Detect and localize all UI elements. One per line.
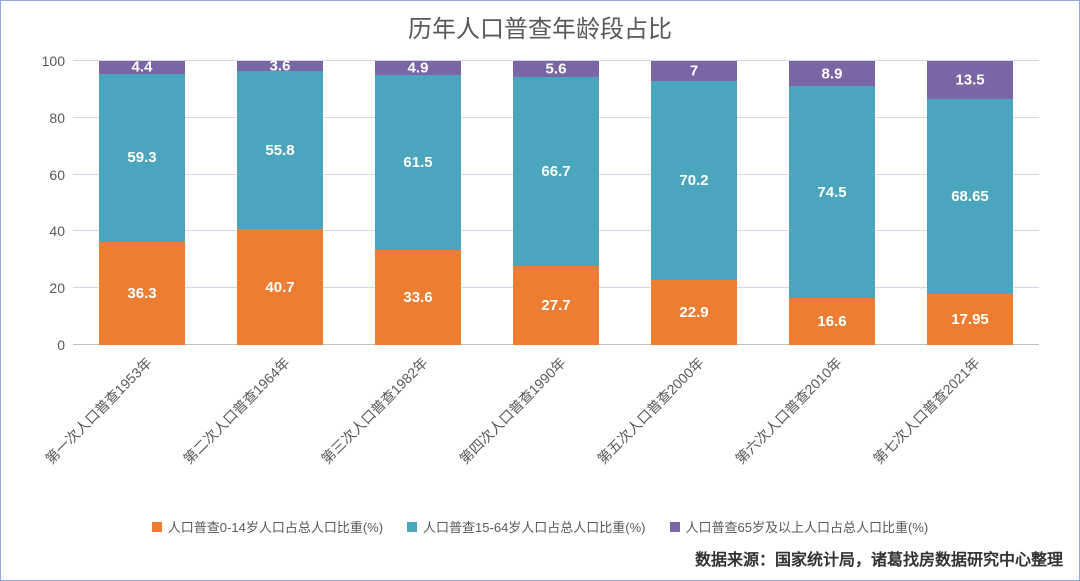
bar-stack: 17.95 68.65 13.5: [927, 61, 1013, 345]
bar-segment-age_0_14: 16.6: [789, 298, 875, 345]
data-label: 74.5: [817, 184, 846, 201]
data-label: 61.5: [403, 154, 432, 171]
bar-segment-age_0_14: 33.6: [375, 250, 461, 345]
y-tick-label: 20: [49, 280, 65, 296]
data-label: 55.8: [265, 142, 294, 159]
chart-container: 历年人口普查年龄段占比 0 20 40 60 80 100 36.3 59.3 4.4 40.7 5…: [0, 0, 1080, 581]
bar-slot: 33.6 61.5 4.9: [349, 61, 487, 345]
bar-segment-age_0_14: 17.95: [927, 294, 1013, 345]
y-tick-label: 0: [57, 337, 65, 353]
bar-slot: 17.95 68.65 13.5: [901, 61, 1039, 345]
legend-item: 人口普查15-64岁人口占总人口比重(%): [407, 517, 645, 536]
bar-segment-age_15_64: 61.5: [375, 75, 461, 250]
legend-item: 人口普查65岁及以上人口占总人口比重(%): [670, 517, 929, 536]
data-label: 16.6: [817, 313, 846, 330]
y-tick-label: 100: [42, 53, 65, 69]
data-label: 33.6: [403, 289, 432, 306]
bar-segment-age_65_plus: 8.9: [789, 61, 875, 86]
bar-segment-age_65_plus: 5.6: [513, 61, 599, 77]
y-tick-label: 60: [49, 167, 65, 183]
bar-segment-age_15_64: 59.3: [99, 74, 185, 242]
bar-slot: 16.6 74.5 8.9: [763, 61, 901, 345]
legend-label: 人口普查65岁及以上人口占总人口比重(%): [686, 517, 929, 536]
legend-label: 人口普查15-64岁人口占总人口比重(%): [423, 517, 645, 536]
bar-segment-age_15_64: 74.5: [789, 86, 875, 298]
bar-slot: 22.9 70.2 7: [625, 61, 763, 345]
bar-stack: 16.6 74.5 8.9: [789, 61, 875, 345]
bar-segment-age_65_plus: 7: [651, 61, 737, 81]
bar-slot: 36.3 59.3 4.4: [73, 61, 211, 345]
legend: 人口普查0-14岁人口占总人口比重(%) 人口普查15-64岁人口占总人口比重(%…: [1, 517, 1079, 536]
data-label: 13.5: [955, 71, 984, 88]
bar-stack: 22.9 70.2 7: [651, 61, 737, 345]
data-label: 3.6: [270, 57, 291, 74]
data-label: 4.9: [408, 59, 429, 76]
bar-segment-age_15_64: 70.2: [651, 81, 737, 280]
legend-swatch: [670, 522, 680, 532]
bar-segment-age_65_plus: 4.9: [375, 61, 461, 75]
bar-stack: 36.3 59.3 4.4: [99, 61, 185, 345]
x-axis-labels: 第一次人口普查1953年第二次人口普查1964年第三次人口普查1982年第四次人…: [73, 345, 1039, 485]
bar-stack: 33.6 61.5 4.9: [375, 61, 461, 345]
data-label: 70.2: [679, 172, 708, 189]
data-label: 36.3: [127, 285, 156, 302]
data-label: 17.95: [951, 311, 989, 328]
data-label: 7: [690, 62, 698, 79]
bar-segment-age_65_plus: 3.6: [237, 61, 323, 71]
bar-segment-age_0_14: 36.3: [99, 242, 185, 345]
bar-segment-age_15_64: 55.8: [237, 71, 323, 229]
x-label-slot: 第七次人口普查2021年: [901, 345, 1039, 485]
bar-slot: 40.7 55.8 3.6: [211, 61, 349, 345]
legend-item: 人口普查0-14岁人口占总人口比重(%): [152, 517, 383, 536]
bar-slot: 27.7 66.7 5.6: [487, 61, 625, 345]
data-label: 22.9: [679, 304, 708, 321]
legend-label: 人口普查0-14岁人口占总人口比重(%): [168, 517, 383, 536]
source-caption: 数据来源：国家统计局，诸葛找房数据研究中心整理: [695, 546, 1063, 570]
y-tick-label: 40: [49, 223, 65, 239]
bar-stack: 27.7 66.7 5.6: [513, 61, 599, 345]
bar-segment-age_0_14: 27.7: [513, 266, 599, 345]
legend-swatch: [407, 522, 417, 532]
data-label: 59.3: [127, 149, 156, 166]
data-label: 5.6: [546, 60, 567, 77]
data-label: 4.4: [132, 59, 153, 76]
plot-area: 02040608010036.359.34.440.755.83.633.661…: [73, 61, 1039, 345]
legend-swatch: [152, 522, 162, 532]
bar-segment-age_0_14: 40.7: [237, 229, 323, 345]
bar-segment-age_65_plus: 4.4: [99, 61, 185, 73]
bar-segment-age_15_64: 68.65: [927, 99, 1013, 294]
bar-segment-age_0_14: 22.9: [651, 280, 737, 345]
data-label: 8.9: [822, 65, 843, 82]
data-label: 27.7: [541, 297, 570, 314]
y-tick-label: 80: [49, 110, 65, 126]
chart-title: 历年人口普查年龄段占比: [1, 1, 1079, 44]
bar-stack: 40.7 55.8 3.6: [237, 61, 323, 345]
data-label: 40.7: [265, 279, 294, 296]
bar-segment-age_65_plus: 13.5: [927, 61, 1013, 99]
data-label: 66.7: [541, 163, 570, 180]
x-tick-label: 第一次人口普查1953年: [41, 353, 156, 468]
bars-group: 36.3 59.3 4.4 40.7 55.8 3.6 33.6 61.5 4.9 27.7 66.…: [73, 61, 1039, 345]
data-label: 68.65: [951, 188, 989, 205]
bar-segment-age_15_64: 66.7: [513, 77, 599, 266]
